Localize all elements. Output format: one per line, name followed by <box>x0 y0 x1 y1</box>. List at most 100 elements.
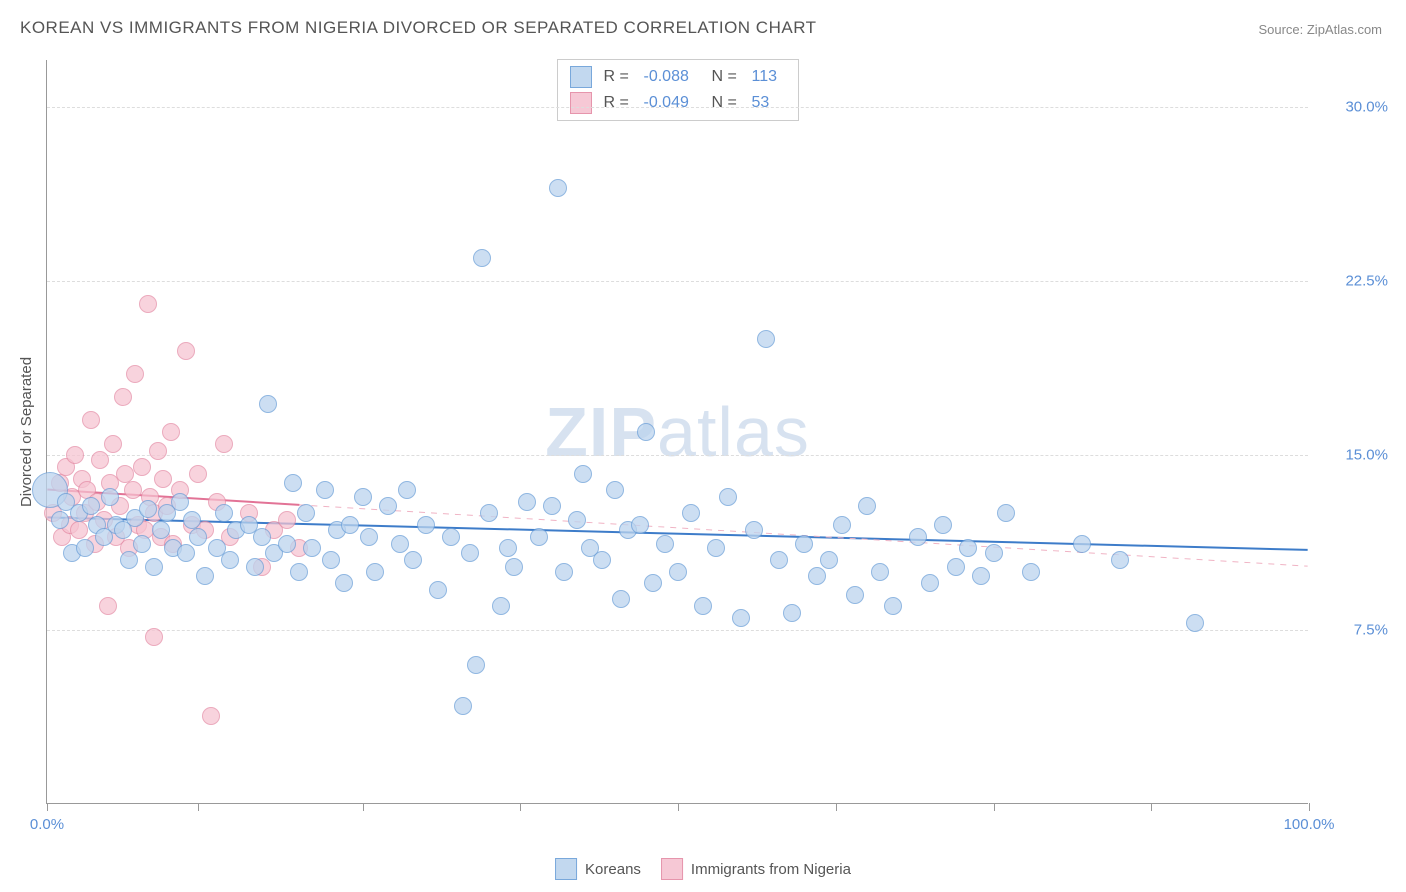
scatter-point <box>719 488 737 506</box>
scatter-point <box>972 567 990 585</box>
legend-bottom-item-nigeria: Immigrants from Nigeria <box>661 858 851 880</box>
legend-swatch-koreans-bottom <box>555 858 577 880</box>
scatter-point <box>884 597 902 615</box>
legend-bottom-item-koreans: Koreans <box>555 858 641 880</box>
scatter-point <box>417 516 435 534</box>
scatter-point <box>171 493 189 511</box>
scatter-point <box>139 295 157 313</box>
scatter-point <box>404 551 422 569</box>
scatter-point <box>467 656 485 674</box>
legend-row-nigeria: R = -0.049 N = 53 <box>570 90 786 116</box>
x-tick-label: 100.0% <box>1284 816 1335 833</box>
legend-n-value-koreans: 113 <box>752 68 786 86</box>
scatter-point <box>543 497 561 515</box>
scatter-point <box>820 551 838 569</box>
scatter-point <box>398 481 416 499</box>
scatter-point <box>221 551 239 569</box>
scatter-point <box>631 516 649 534</box>
scatter-point <box>145 628 163 646</box>
scatter-point <box>124 481 142 499</box>
scatter-point <box>473 249 491 267</box>
x-tick <box>47 803 48 811</box>
legend-r-value-nigeria: -0.049 <box>644 94 700 112</box>
scatter-point <box>149 442 167 460</box>
scatter-point <box>246 558 264 576</box>
y-gridline <box>47 107 1308 108</box>
scatter-point <box>133 458 151 476</box>
plot-area: ZIPatlas R = -0.088 N = 113 R = -0.049 N… <box>46 60 1308 804</box>
scatter-point <box>461 544 479 562</box>
trend-lines-layer <box>47 60 1308 803</box>
scatter-point <box>391 535 409 553</box>
scatter-point <box>934 516 952 534</box>
scatter-point <box>154 470 172 488</box>
y-tick-label: 15.0% <box>1318 447 1388 464</box>
scatter-point <box>1111 551 1129 569</box>
scatter-point <box>145 558 163 576</box>
scatter-point <box>555 563 573 581</box>
scatter-point <box>76 539 94 557</box>
scatter-point <box>1022 563 1040 581</box>
legend-n-label: N = <box>712 68 740 86</box>
legend-swatch-nigeria-bottom <box>661 858 683 880</box>
scatter-point <box>454 697 472 715</box>
x-tick-label: 0.0% <box>30 816 64 833</box>
scatter-point <box>202 707 220 725</box>
scatter-point <box>549 179 567 197</box>
watermark-suffix: atlas <box>657 393 810 471</box>
scatter-point <box>215 504 233 522</box>
scatter-point <box>303 539 321 557</box>
chart-title: KOREAN VS IMMIGRANTS FROM NIGERIA DIVORC… <box>20 18 817 38</box>
scatter-point <box>82 497 100 515</box>
y-gridline <box>47 630 1308 631</box>
scatter-point <box>568 511 586 529</box>
scatter-point <box>480 504 498 522</box>
scatter-point <box>290 563 308 581</box>
scatter-point <box>354 488 372 506</box>
scatter-point <box>126 365 144 383</box>
scatter-point <box>959 539 977 557</box>
scatter-point <box>808 567 826 585</box>
scatter-point <box>101 488 119 506</box>
x-tick <box>1309 803 1310 811</box>
scatter-point <box>858 497 876 515</box>
scatter-point <box>139 500 157 518</box>
chart-container: KOREAN VS IMMIGRANTS FROM NIGERIA DIVORC… <box>0 0 1406 892</box>
scatter-point <box>189 528 207 546</box>
y-tick-label: 22.5% <box>1318 272 1388 289</box>
x-tick <box>994 803 995 811</box>
scatter-point <box>1073 535 1091 553</box>
scatter-point <box>278 511 296 529</box>
scatter-point <box>518 493 536 511</box>
scatter-point <box>322 551 340 569</box>
watermark: ZIPatlas <box>545 392 810 472</box>
scatter-point <box>574 465 592 483</box>
scatter-point <box>177 544 195 562</box>
x-tick <box>198 803 199 811</box>
scatter-point <box>682 504 700 522</box>
legend-swatch-nigeria <box>570 92 592 114</box>
scatter-point <box>51 511 69 529</box>
scatter-point <box>316 481 334 499</box>
legend-n-label: N = <box>712 94 740 112</box>
scatter-point <box>259 395 277 413</box>
x-tick <box>678 803 679 811</box>
scatter-point <box>871 563 889 581</box>
scatter-point <box>114 388 132 406</box>
scatter-point <box>606 481 624 499</box>
scatter-point <box>215 435 233 453</box>
scatter-point <box>177 342 195 360</box>
y-tick-label: 7.5% <box>1318 621 1388 638</box>
legend-label-nigeria: Immigrants from Nigeria <box>691 861 851 878</box>
x-tick <box>1151 803 1152 811</box>
scatter-point <box>846 586 864 604</box>
legend-correlation-box: R = -0.088 N = 113 R = -0.049 N = 53 <box>557 59 799 121</box>
scatter-point <box>757 330 775 348</box>
legend-r-value-koreans: -0.088 <box>644 68 700 86</box>
scatter-point <box>189 465 207 483</box>
scatter-point <box>909 528 927 546</box>
source-attribution: Source: ZipAtlas.com <box>1258 22 1382 37</box>
scatter-point <box>694 597 712 615</box>
scatter-point <box>253 528 271 546</box>
legend-n-value-nigeria: 53 <box>752 94 786 112</box>
